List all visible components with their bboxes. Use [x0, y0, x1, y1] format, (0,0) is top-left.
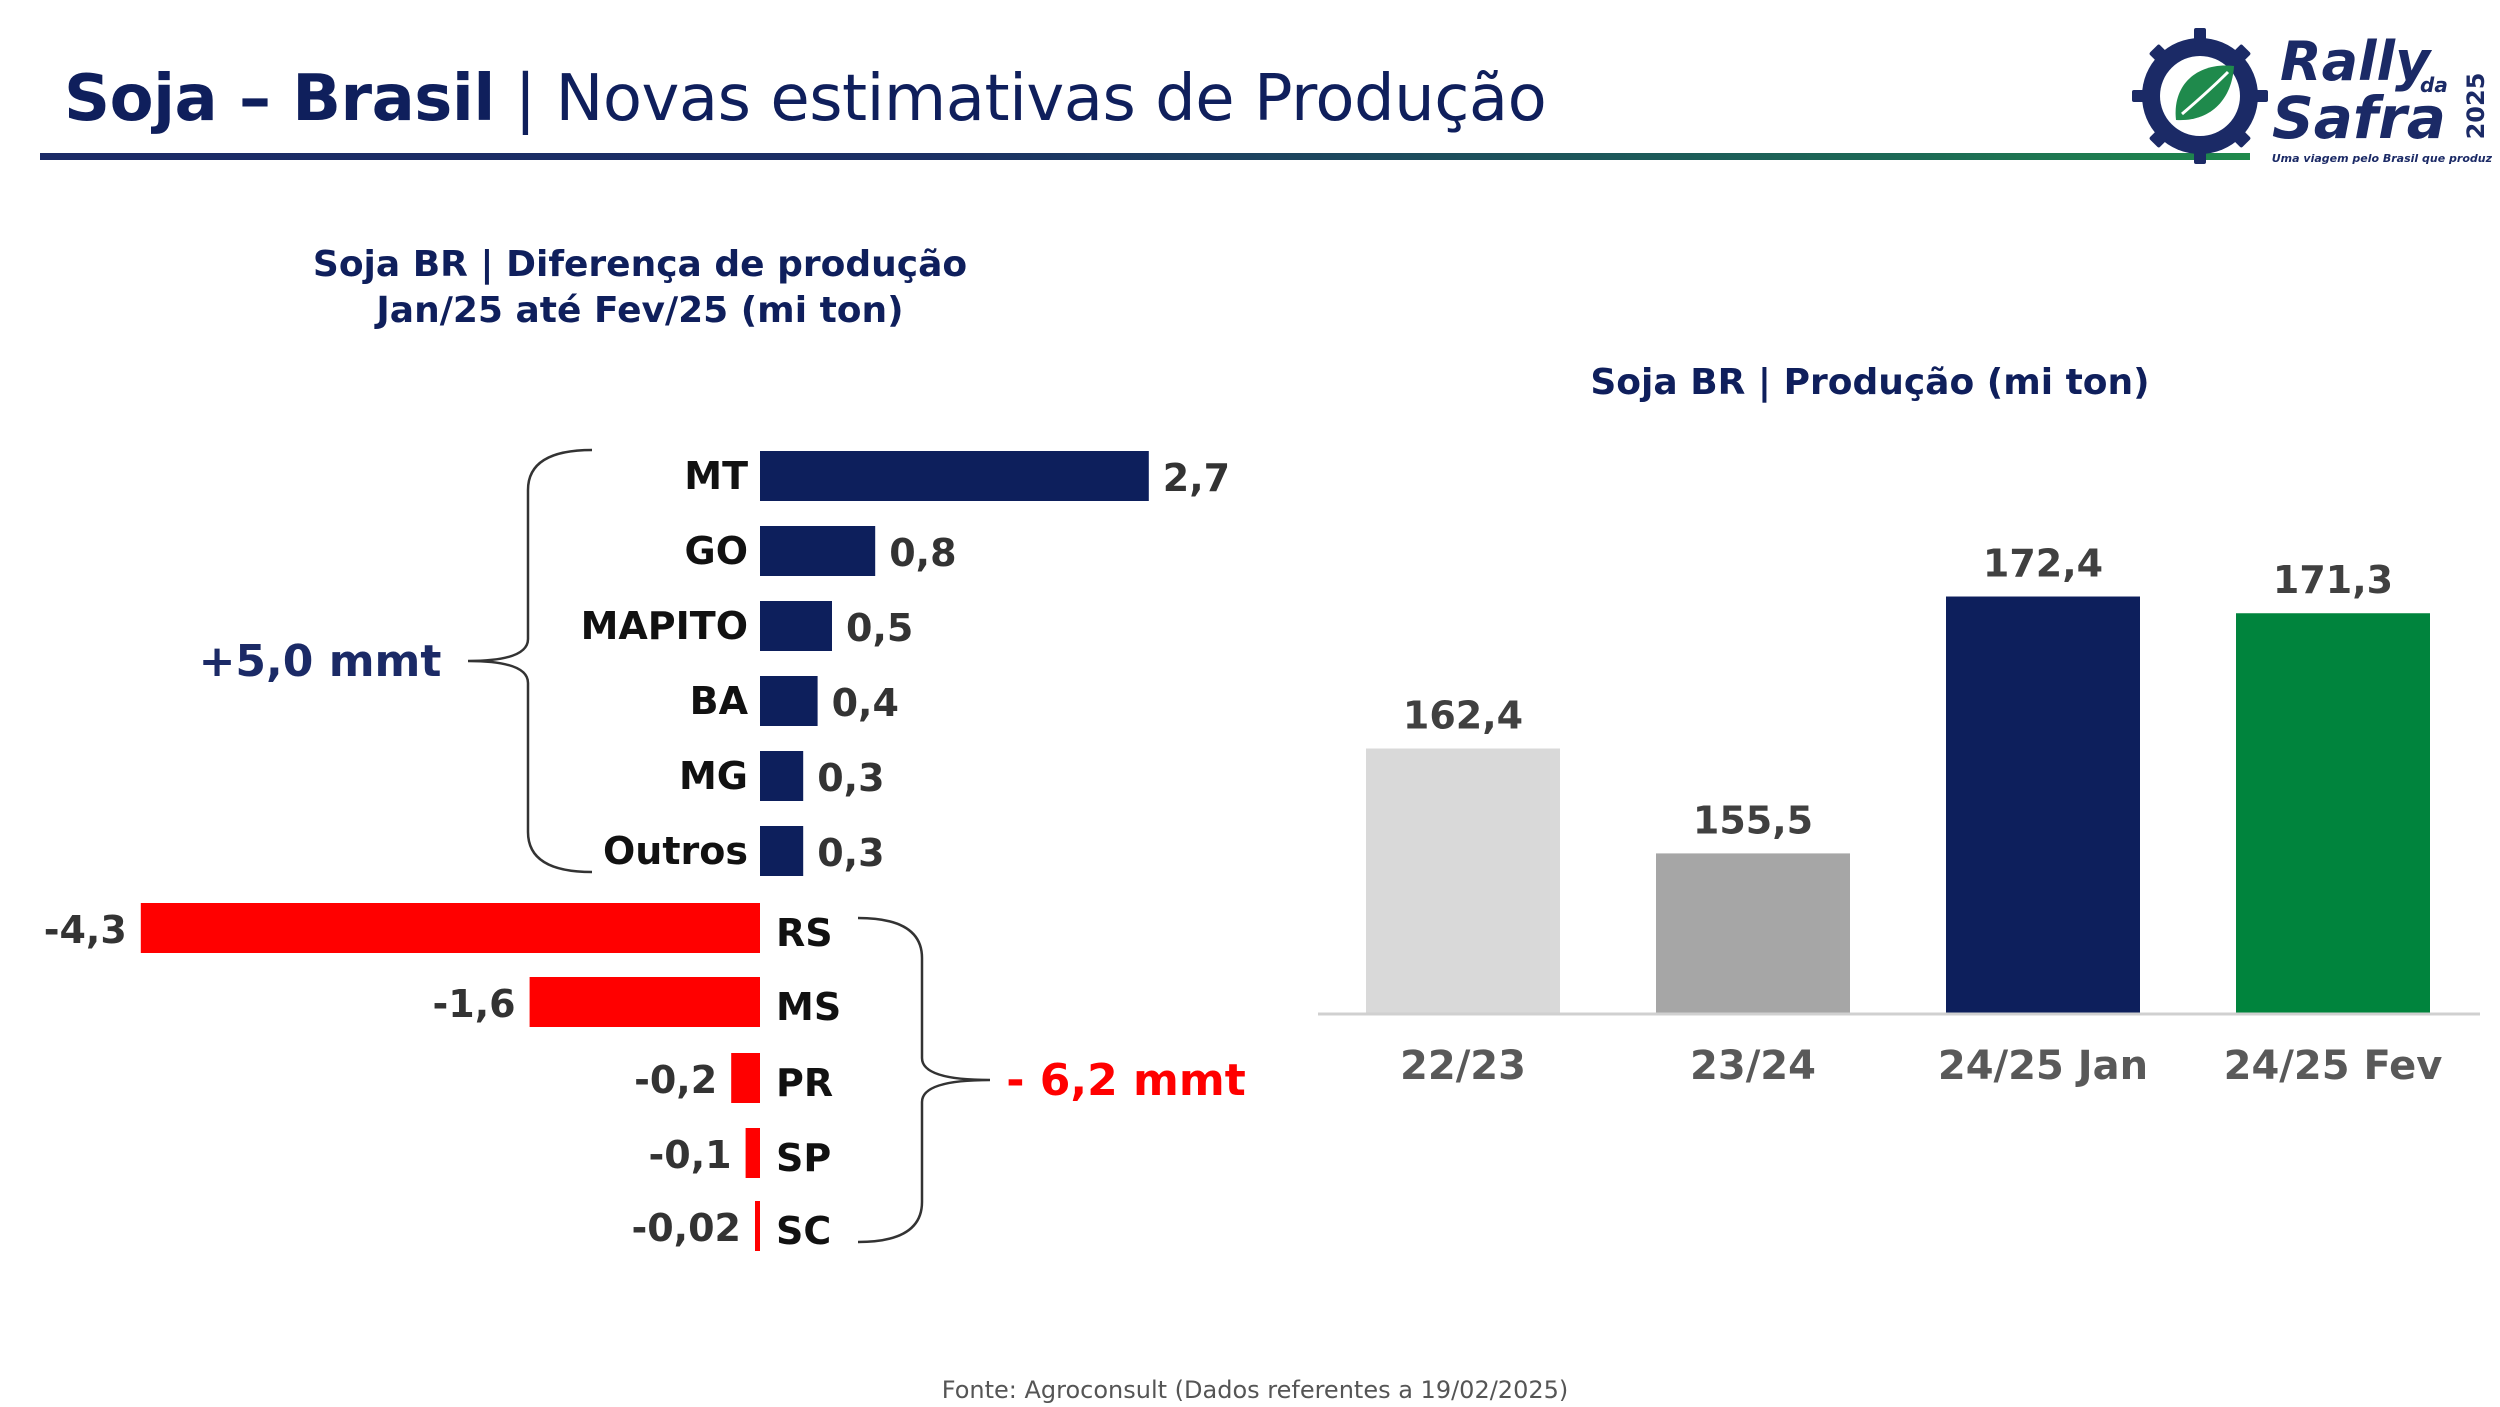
production-bar-24-25-jan [1946, 596, 2140, 1013]
diff-bar-pr [731, 1053, 760, 1103]
production-category-label: 24/25 Jan [1938, 1043, 2148, 1089]
logo-small: da [2420, 73, 2448, 97]
diff-category-label: MS [776, 985, 841, 1029]
diff-category-label: MAPITO [581, 604, 748, 648]
page-title-separator: | [494, 62, 556, 136]
diff-bar-go [760, 526, 876, 576]
diff-category-label: GO [685, 529, 749, 573]
diff-bar-rs [140, 903, 761, 953]
diff-bar-mt [760, 451, 1149, 501]
diff-data-label: 2,7 [1163, 456, 1230, 500]
diff-data-label: 0,3 [817, 756, 884, 800]
negative-total-annotation: - 6,2 mmt [1006, 1055, 1246, 1106]
rally-da-safra-logo: Rally da Safra 2025 Uma viagem pelo Bras… [2132, 28, 2492, 165]
page-title: Soja – Brasil | Novas estimativas de Pro… [64, 62, 1547, 136]
logo-year: 2025 [2462, 73, 2490, 140]
production-bar-22-23 [1366, 748, 1560, 1013]
header-divider [40, 153, 2250, 160]
diff-category-label: SP [776, 1136, 831, 1180]
diff-chart-title-line: Soja BR | Diferença de produção [312, 244, 968, 285]
diff-bar-sp [745, 1128, 760, 1178]
production-data-label: 162,4 [1403, 694, 1523, 738]
production-data-label: 172,4 [1983, 542, 2103, 586]
diff-data-label: -0,2 [634, 1058, 717, 1102]
logo-line2: Safra [2272, 84, 2446, 152]
diff-data-label: -0,02 [631, 1206, 741, 1250]
diff-category-label: MG [679, 754, 748, 798]
diff-category-label: PR [776, 1061, 833, 1105]
positive-group-brace [467, 448, 593, 874]
negative-group-brace [857, 916, 991, 1244]
page-title-rest: Novas estimativas de Produção [555, 62, 1547, 136]
diff-category-label: SC [776, 1209, 831, 1253]
diff-data-label: 0,8 [889, 531, 956, 575]
positive-total-annotation: +5,0 mmt [199, 636, 442, 687]
diff-data-label: -0,1 [649, 1133, 732, 1177]
diff-category-label: RS [776, 911, 833, 955]
leaf-gear-icon [2132, 28, 2268, 164]
production-bar-23-24 [1656, 853, 1850, 1013]
diff-bar-ms [529, 977, 760, 1027]
production-difference-chart: MT 2,7 GO 0,8 MAPITO 0,5 BA 0,4 MG 0,3 Outros 0,3 RS… [44, 448, 1246, 1253]
production-data-label: 171,3 [2273, 558, 2393, 602]
production-chart-title: Soja BR | Produção (mi ton) [1590, 362, 2150, 403]
production-bar-24-25-fev [2236, 613, 2430, 1013]
production-category-label: 23/24 [1690, 1043, 1816, 1089]
diff-chart-subtitle: Jan/25 até Fev/25 (mi ton) [376, 290, 904, 331]
production-data-label: 155,5 [1693, 798, 1813, 842]
diff-category-label: Outros [603, 829, 748, 873]
diff-data-label: 0,5 [846, 606, 913, 650]
diff-bar-mg [760, 751, 804, 801]
diff-category-label: MT [684, 454, 748, 498]
production-chart: 162,4 22/23 155,5 23/24 172,4 24/25 Jan 171,3 2… [1318, 542, 2480, 1089]
diff-data-label: -1,6 [433, 982, 516, 1026]
diff-category-label: BA [690, 679, 749, 723]
page-title-bold: Soja – Brasil [64, 62, 495, 136]
diff-data-label: -4,3 [44, 908, 127, 952]
diff-bar-sc [755, 1201, 760, 1251]
diff-data-label: 0,4 [832, 681, 899, 725]
diff-data-label: 0,3 [817, 831, 884, 875]
diff-bar-outros [760, 826, 804, 876]
diff-bar-mapito [760, 601, 832, 651]
logo-line1: Rally [2280, 30, 2433, 93]
production-category-label: 22/23 [1400, 1043, 1526, 1089]
diff-chart-title: Soja BR | Diferença de produção Jan/25 a… [290, 242, 990, 334]
logo-tagline: Uma viagem pelo Brasil que produz [2272, 152, 2492, 165]
diff-bar-ba [760, 676, 818, 726]
production-category-label: 24/25 Fev [2224, 1043, 2443, 1089]
source-note: Fonte: Agroconsult (Dados referentes a 1… [941, 1376, 1569, 1404]
